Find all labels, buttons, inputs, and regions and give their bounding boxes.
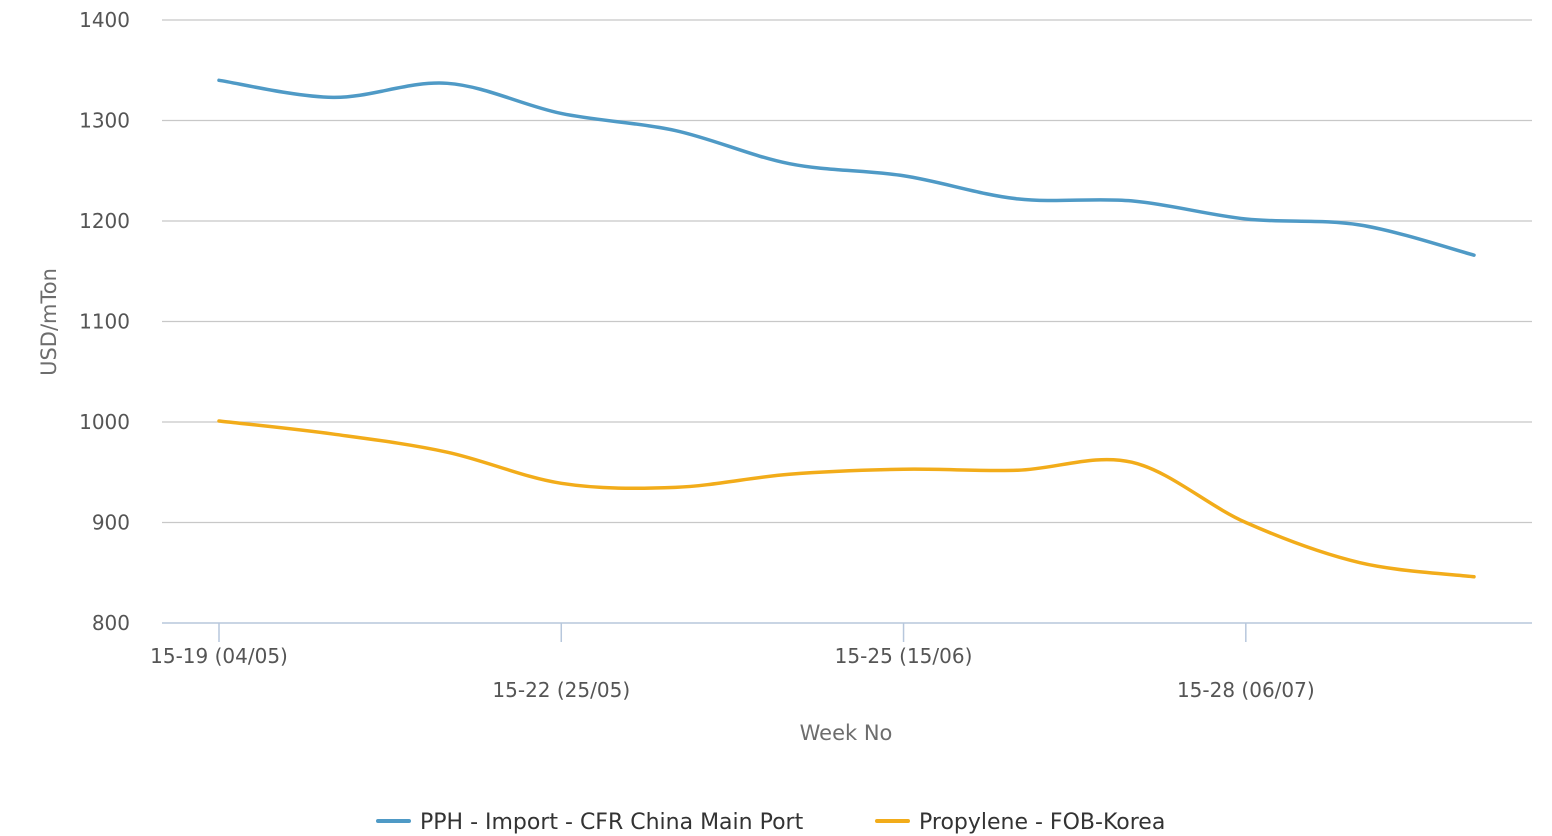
x-tick-label: 15-28 (06/07) <box>1177 678 1315 702</box>
y-axis: 800 900 1000 1100 1200 1300 1400 <box>79 8 130 635</box>
y-tick-label: 1000 <box>79 410 130 434</box>
y-tick-label: 1400 <box>79 8 130 32</box>
y-tick-label: 1100 <box>79 310 130 334</box>
series-line-0 <box>217 78 1476 257</box>
legend-item-0[interactable]: PPH - Import - CFR China Main Port <box>376 810 804 835</box>
legend: PPH - Import - CFR China Main Port Propyl… <box>376 810 1165 835</box>
series-lines <box>217 78 1476 579</box>
x-axis-title: Week No <box>800 721 893 745</box>
y-tick-label: 800 <box>92 611 130 635</box>
y-tick-label: 900 <box>92 511 130 535</box>
legend-item-1[interactable]: Propylene - FOB-Korea <box>875 810 1165 835</box>
x-tick-label: 15-19 (04/05) <box>150 644 288 668</box>
series-line-1 <box>217 419 1476 579</box>
x-tick-label: 15-22 (25/05) <box>492 678 630 702</box>
grid-lines <box>162 19 1532 524</box>
y-axis-title: USD/mTon <box>37 268 61 376</box>
x-axis: 15-19 (04/05) 15-22 (25/05) 15-25 (15/06) 1… <box>150 622 1532 702</box>
legend-label: PPH - Import - CFR China Main Port <box>420 810 804 835</box>
x-tick-label: 15-25 (15/06) <box>835 644 973 668</box>
legend-label: Propylene - FOB-Korea <box>919 810 1165 835</box>
y-tick-label: 1200 <box>79 209 130 233</box>
y-tick-label: 1300 <box>79 109 130 133</box>
